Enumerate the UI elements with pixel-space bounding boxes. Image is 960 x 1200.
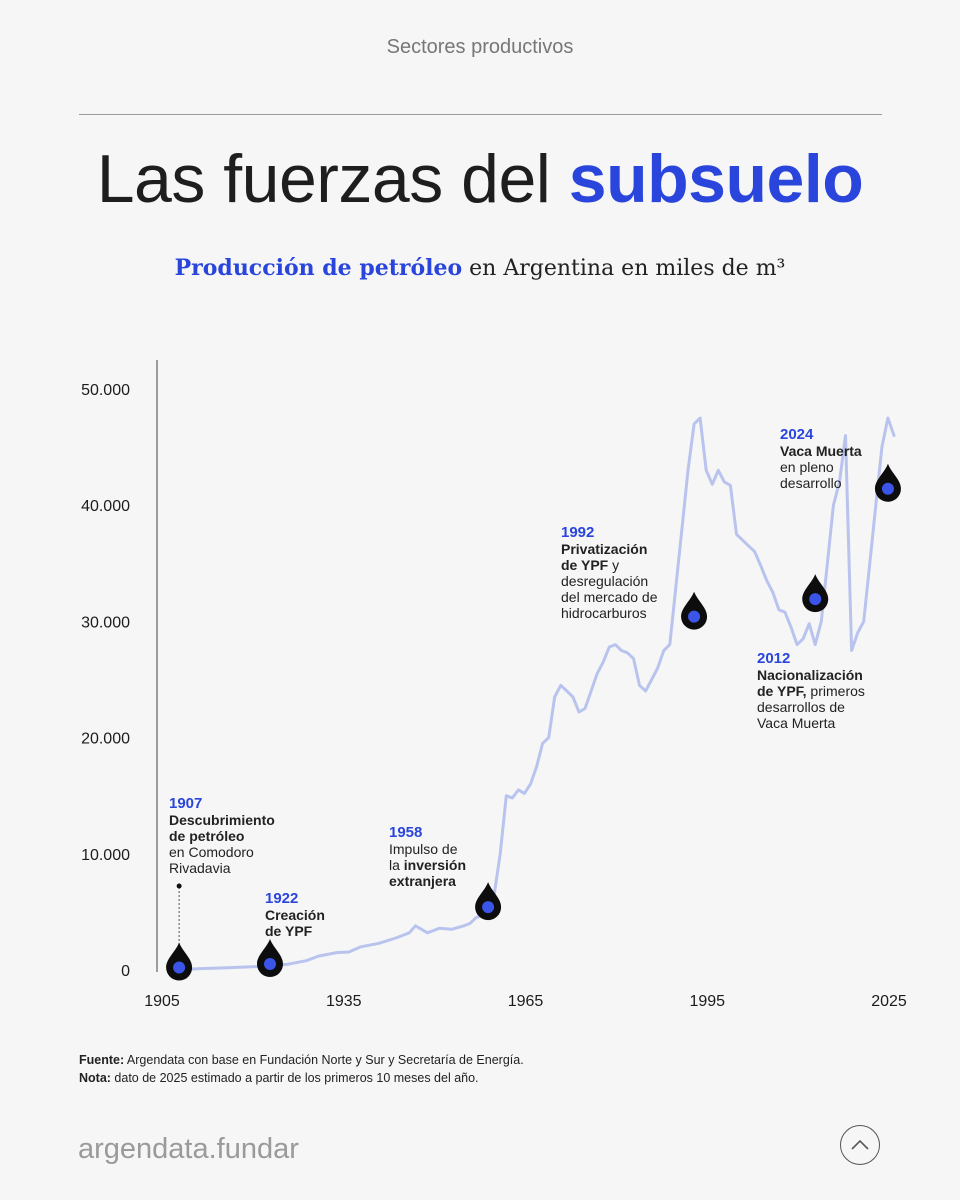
y-tick-label: 50.000 (81, 382, 130, 399)
x-tick-label: 2025 (871, 993, 907, 1010)
milestone-text-line: de YPF (265, 923, 313, 939)
milestone-text-line: extranjera (389, 873, 456, 889)
milestone-text-line: en pleno (780, 459, 834, 475)
marker-dot (263, 958, 276, 971)
milestone-year: 2024 (780, 426, 814, 443)
chart-subtitle: Producción de petróleo en Argentina en m… (0, 255, 960, 281)
milestone-annotation-1922: 1922 Creación de YPF (265, 890, 325, 939)
milestone-text-line: de petróleo (169, 828, 245, 844)
milestone-year: 1992 (561, 524, 595, 541)
y-tick-label: 40.000 (81, 498, 130, 515)
y-tick-label: 20.000 (81, 731, 130, 748)
milestone-marker-2024 (874, 463, 901, 502)
milestone-text-line: Descubrimiento (169, 812, 275, 828)
milestone-marker-1907 (166, 942, 193, 981)
milestone-year: 1922 (265, 890, 299, 907)
milestone-year: 1907 (169, 795, 203, 812)
milestone-text-line: Impulso de (389, 841, 458, 857)
y-tick-label: 30.000 (81, 614, 130, 631)
milestone-annotation-1958: 1958 Impulso de la inversión extranjera (389, 824, 466, 889)
milestone-annotation-2012: 2012 Nacionalización de YPF, primeros desar… (757, 650, 865, 731)
milestone-annotation-2024: 2024 Vaca Muerta en pleno desarrollo (780, 426, 862, 491)
milestone-text-line: Rivadavia (169, 860, 231, 876)
title-accent: subsuelo (568, 141, 864, 217)
header-divider (79, 114, 882, 115)
milestone-marker-1992 (681, 591, 708, 630)
y-tick-label: 0 (121, 963, 130, 980)
section-label: Sectores productivos (386, 36, 574, 58)
milestone-annotation-1907: 1907 Descubrimiento de petróleo en Comodoro… (169, 795, 275, 876)
milestone-text-line: la inversión (389, 857, 467, 873)
marker-dot (482, 901, 495, 914)
milestone-text-line: de YPF, primeros (757, 683, 865, 699)
milestone-text-line: Privatización (561, 541, 648, 557)
milestone-text-line: del mercado de (561, 589, 658, 605)
chevron-up-icon (851, 1139, 869, 1150)
milestone-annotation-1992: 1992 Privatización de YPF y desregulación de… (561, 524, 658, 621)
milestone-marker-2012 (802, 574, 829, 613)
milestone-marker-1958 (475, 882, 502, 921)
x-tick-label: 1995 (689, 993, 725, 1010)
note-text: dato de 2025 estimado a partir de los pr… (110, 1071, 479, 1085)
milestone-text-line: en Comodoro (169, 844, 254, 860)
subtitle-accent: Producción de petróleo (174, 255, 463, 281)
source-text: Argendata con base en Fundación Norte y … (124, 1053, 524, 1067)
milestone-text-line: Nacionalización (757, 667, 863, 683)
milestone-text-line: hidrocarburos (561, 605, 647, 621)
milestone-text-line: Creación (265, 907, 325, 923)
milestone-text-line: Vaca Muerta (757, 715, 836, 731)
x-tick-label: 1965 (508, 993, 544, 1010)
estimate-note: Nota: dato de 2025 estimado a partir de … (79, 1069, 524, 1087)
subtitle-rest: en Argentina en miles de m³ (462, 256, 786, 281)
milestone-text-line: desregulación (561, 573, 649, 589)
x-tick-label: 1935 (326, 993, 362, 1010)
leader-dot (176, 883, 182, 889)
milestone-year: 2012 (757, 650, 791, 667)
brand-logo-text: argendata.fundar (78, 1133, 299, 1165)
marker-dot (809, 593, 822, 606)
milestone-text-line: de YPF y (561, 557, 620, 573)
scroll-to-top-button[interactable] (840, 1125, 880, 1165)
marker-dot (688, 610, 701, 623)
source-label: Fuente: (79, 1053, 125, 1067)
marker-dot (173, 961, 186, 974)
milestone-year: 1958 (389, 824, 423, 841)
milestone-text-line: desarrollo (780, 475, 842, 491)
marker-dot (881, 482, 894, 495)
milestone-marker-1922 (256, 939, 283, 978)
production-series-line (177, 416, 896, 972)
oil-drop-icon (802, 574, 829, 613)
chart-notes: Fuente: Argendata con base en Fundación … (79, 1051, 524, 1087)
title-plain: Las fuerzas del (96, 141, 569, 217)
note-label: Nota: (79, 1071, 111, 1085)
page-title: Las fuerzas del subsuelo (0, 140, 960, 218)
x-tick-label: 1905 (144, 993, 180, 1010)
milestone-text-line: Vaca Muerta (780, 443, 862, 459)
source-note: Fuente: Argendata con base en Fundación … (79, 1051, 524, 1069)
milestone-text-line: desarrollos de (757, 699, 845, 715)
y-tick-label: 10.000 (81, 847, 130, 864)
